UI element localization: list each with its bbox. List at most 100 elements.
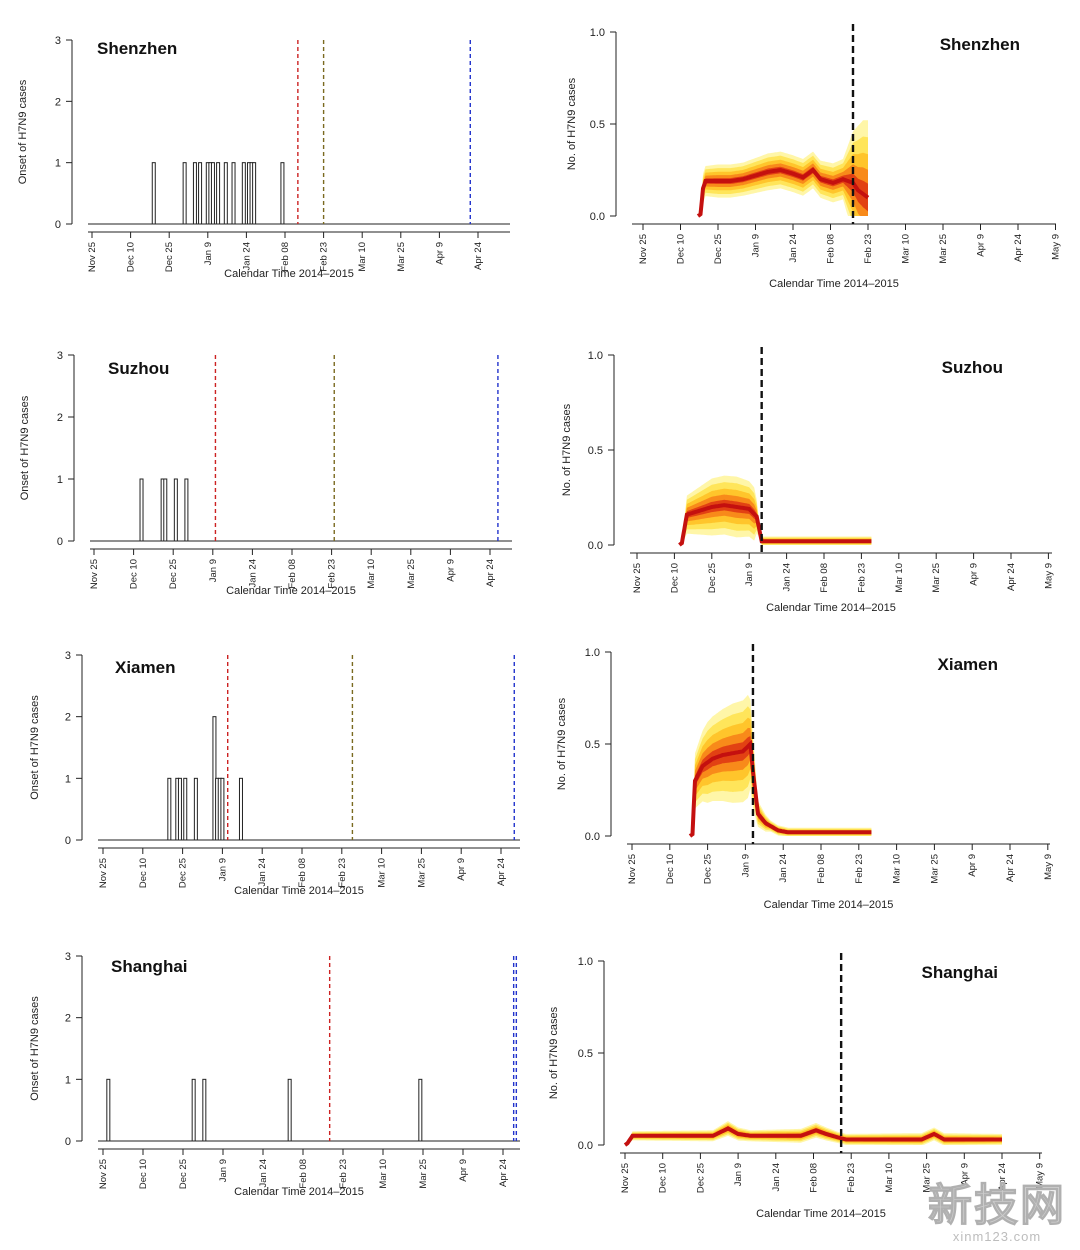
case-bar (151, 162, 156, 225)
x-tick-label: Jan 9 (733, 1163, 744, 1186)
x-tick-label: Feb 08 (280, 242, 291, 272)
x-tick-label: Apr 9 (967, 854, 978, 877)
x-tick-label: Mar 25 (931, 563, 942, 593)
x-tick-label: Dec 25 (707, 563, 718, 593)
x-tick-label: Jan 9 (744, 563, 755, 586)
x-axis-label: Calendar Time 2014–2015 (226, 585, 356, 597)
y-tick-label: 0.5 (585, 739, 600, 751)
x-tick-label: Jan 24 (241, 242, 252, 271)
panel-title: Xiamen (115, 658, 175, 677)
shanghai-left-panel: Shanghai 0 1 2 3 Onset of H7N9 cases Nov 25 Dec… (29, 951, 520, 1198)
case-bar (223, 162, 228, 225)
median-line (623, 1126, 1002, 1147)
x-tick-label: May 9 (1043, 854, 1054, 880)
shenzhen-right-panel: Shenzhen 0.0 0.5 1.0 No. of H7N9 cases Nov 25… (566, 24, 1062, 290)
xiamen-right-panel: Xiamen 0.0 0.5 1.0 No. of H7N9 cases Nov 25 De… (556, 644, 1054, 911)
watermark-logo: 新技网 (928, 1181, 1066, 1230)
x-axis-label: Calendar Time 2014–2015 (234, 1186, 364, 1198)
case-bar (192, 162, 197, 225)
x-tick-label: Dec 25 (703, 854, 714, 884)
x-tick-label: Mar 10 (894, 563, 905, 593)
x-tick-label: Jan 24 (782, 563, 793, 592)
y-tick-label: 2 (65, 712, 71, 724)
x-tick-label: Jan 24 (788, 234, 799, 263)
y-tick-label: 3 (55, 35, 61, 47)
y-tick-label: 0.0 (588, 540, 603, 552)
case-bar (184, 478, 189, 542)
x-tick-label: Apr 24 (1005, 854, 1016, 882)
case-bar (163, 478, 168, 542)
case-bar (173, 478, 178, 542)
x-tick-label: Apr 24 (473, 242, 484, 270)
x-axis-label: Calendar Time 2014–2015 (769, 278, 899, 290)
y-tick-label: 1 (57, 474, 63, 486)
x-tick-label: Apr 9 (959, 1163, 970, 1186)
x-tick-label: Apr 9 (456, 858, 467, 881)
panel-title: Xiamen (938, 655, 998, 674)
median-line (678, 503, 872, 547)
x-tick-label: Apr 24 (1013, 234, 1024, 262)
y-tick-label: 0 (65, 835, 71, 847)
x-tick-label: Mar 10 (378, 1159, 389, 1189)
x-tick-label: Apr 9 (434, 242, 445, 265)
x-tick-label: May 9 (1051, 234, 1062, 260)
x-tick-label: Feb 08 (287, 559, 298, 589)
case-bar (252, 162, 257, 225)
panel-title: Shenzhen (97, 39, 177, 58)
case-bar (167, 777, 172, 841)
panel-title: Shenzhen (940, 35, 1020, 54)
case-bar (182, 162, 187, 225)
suzhou-left-panel: Suzhou 0 1 2 3 Onset of H7N9 cases Nov 25 Dec 1… (19, 350, 512, 597)
x-tick-label: Dec 10 (126, 242, 137, 272)
x-tick-label: Dec 25 (178, 858, 189, 888)
x-tick-label: Feb 23 (846, 1163, 857, 1193)
x-axis-label: Calendar Time 2014–2015 (224, 268, 354, 280)
panel-title: Shanghai (111, 957, 188, 976)
x-tick-label: Mar 10 (884, 1163, 895, 1193)
x-tick-label: Dec 25 (168, 559, 179, 589)
x-tick-label: Jan 24 (778, 854, 789, 883)
panel-title: Shanghai (921, 963, 998, 982)
y-tick-label: 0.0 (590, 211, 605, 223)
panel-title: Suzhou (108, 359, 169, 378)
y-axis-label: No. of H7N9 cases (556, 697, 568, 790)
x-axis-label: Calendar Time 2014–2015 (766, 602, 896, 614)
case-bar (106, 1078, 111, 1142)
x-tick-label: Jan 9 (218, 1159, 229, 1182)
x-tick-label: Dec 25 (178, 1159, 189, 1189)
x-tick-label: Apr 24 (485, 559, 496, 587)
y-tick-label: 1 (65, 773, 71, 785)
x-tick-label: Mar 10 (357, 242, 368, 272)
y-tick-label: 3 (57, 350, 63, 362)
y-tick-label: 0.5 (578, 1048, 593, 1060)
x-tick-label: Nov 25 (98, 1159, 109, 1189)
x-tick-label: Dec 10 (665, 854, 676, 884)
suzhou-right-panel: Suzhou 0.0 0.5 1.0 No. of H7N9 cases Nov 25 De… (561, 347, 1054, 614)
y-tick-label: 0.0 (585, 831, 600, 843)
y-tick-label: 1.0 (585, 647, 600, 659)
x-tick-label: Dec 25 (164, 242, 175, 272)
x-tick-label: Jan 9 (217, 858, 228, 881)
median-line (696, 167, 870, 218)
y-tick-label: 1.0 (578, 956, 593, 968)
y-tick-label: 0 (55, 219, 61, 231)
x-tick-label: Mar 25 (418, 1159, 429, 1189)
x-tick-label: Dec 10 (138, 1159, 149, 1189)
x-tick-label: Jan 24 (771, 1163, 782, 1192)
y-axis-label: Onset of H7N9 cases (19, 395, 31, 500)
y-tick-label: 2 (65, 1013, 71, 1025)
case-bar (177, 777, 182, 841)
y-axis-label: Onset of H7N9 cases (17, 79, 29, 184)
x-tick-label: Feb 23 (338, 1159, 349, 1189)
y-axis-label: No. of H7N9 cases (561, 403, 573, 496)
x-tick-label: May 9 (1035, 1163, 1046, 1189)
x-tick-label: Jan 9 (203, 242, 214, 265)
x-tick-label: Apr 24 (496, 858, 507, 886)
x-tick-label: Nov 25 (620, 1163, 631, 1193)
x-tick-label: Nov 25 (627, 854, 638, 884)
x-tick-label: Dec 10 (129, 559, 140, 589)
y-tick-label: 1 (55, 158, 61, 170)
y-tick-label: 3 (65, 650, 71, 662)
xiamen-left-panel: Xiamen 0 1 2 3 Onset of H7N9 cases Nov 25 Dec 1… (29, 650, 520, 897)
x-tick-label: Mar 25 (938, 234, 949, 264)
